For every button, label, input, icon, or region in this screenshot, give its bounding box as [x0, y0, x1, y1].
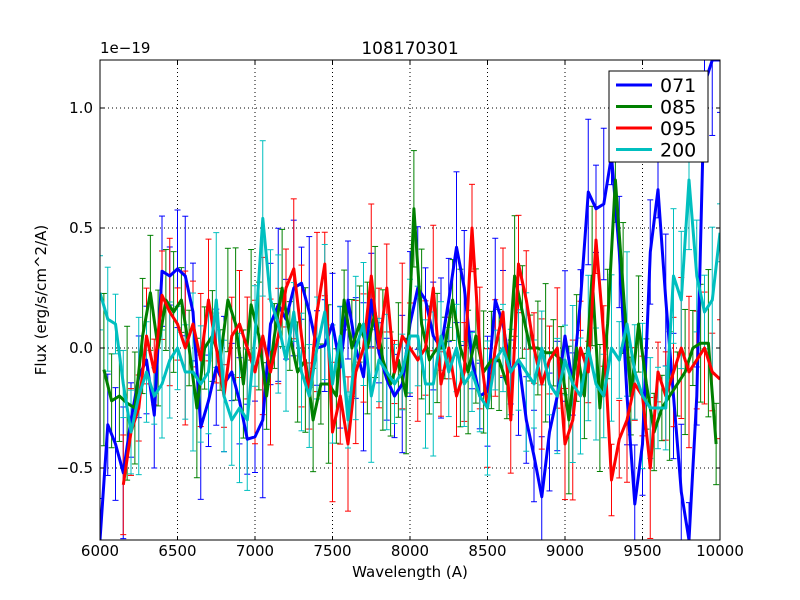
- x-tick-label: 7500: [313, 542, 351, 560]
- y-offset-label: 1e−19: [100, 39, 150, 57]
- y-tick-label: −0.5: [57, 459, 93, 477]
- legend-label-095: 095: [660, 118, 696, 140]
- legend-label-071: 071: [660, 75, 696, 97]
- series-line-085: [102, 178, 718, 445]
- x-tick-label: 6500: [158, 542, 196, 560]
- y-tick-label: 0.0: [69, 339, 93, 357]
- x-tick-label: 8000: [391, 542, 429, 560]
- chart-title: 108170301: [361, 39, 458, 59]
- x-tick-labels: 6000 6500 7000 7500 8000 8500 9000 9500 10000: [81, 542, 744, 560]
- x-tick-label: 9000: [546, 542, 584, 560]
- y-tick-labels: −0.5 0.0 0.5 1.0: [57, 99, 93, 477]
- legend-label-200: 200: [660, 140, 696, 162]
- legend-label-085: 085: [660, 97, 696, 119]
- x-axis-label: Wavelength (A): [352, 563, 468, 581]
- y-tick-label: 0.5: [69, 219, 93, 237]
- axis-ticks: [99, 60, 721, 540]
- y-tick-label: 1.0: [69, 99, 93, 117]
- series-lines: [100, 60, 720, 540]
- y-axis-label: Flux (erg/s/cm^2/A): [32, 225, 50, 376]
- series-line-200: [100, 178, 720, 434]
- x-tick-label: 10000: [696, 542, 744, 560]
- x-tick-label: 9500: [623, 542, 661, 560]
- x-tick-label: 7000: [236, 542, 274, 560]
- x-tick-label: 6000: [81, 542, 119, 560]
- x-tick-label: 8500: [468, 542, 506, 560]
